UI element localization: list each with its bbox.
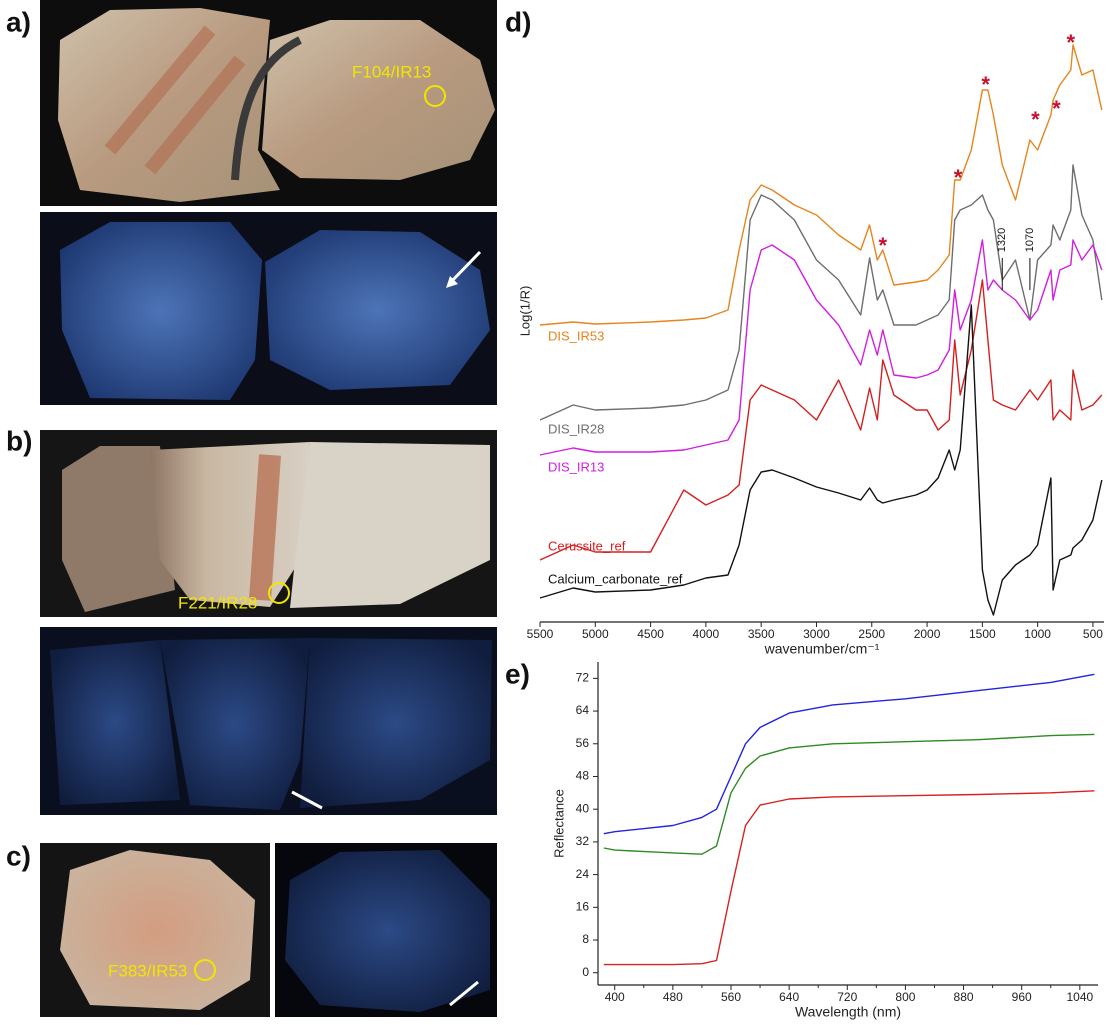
y-tick-label: 0: [582, 965, 589, 979]
legend-label: Cerussite_ref: [548, 538, 626, 553]
annotation: *: [1031, 107, 1040, 132]
x-tick-label: 1000: [1024, 627, 1051, 641]
x-tick-label: 1500: [969, 627, 996, 641]
x-tick-label: 960: [1012, 990, 1032, 1004]
panel-label: a): [6, 6, 31, 37]
legend-label: DIS_IR13: [548, 459, 604, 474]
y-tick-label: 64: [576, 703, 590, 717]
panel-label: d): [505, 6, 531, 37]
y-tick-label: 40: [576, 801, 590, 815]
y-tick-label: 32: [576, 834, 590, 848]
x-tick-label: 560: [721, 990, 741, 1004]
annotation: *: [1052, 96, 1061, 121]
x-axis-label: Wavelength (nm): [795, 1004, 901, 1020]
x-tick-label: 3000: [803, 627, 830, 641]
y-axis-label: Log(1/R): [517, 286, 532, 337]
series-line: [540, 45, 1102, 325]
x-tick-label: 3500: [748, 627, 775, 641]
annotation: 1320: [996, 228, 1008, 252]
x-tick-label: 640: [779, 990, 799, 1004]
x-tick-label: 2500: [858, 627, 885, 641]
panel-label: b): [6, 425, 32, 456]
y-tick-label: 8: [582, 932, 589, 946]
series-line: [540, 305, 1102, 615]
x-tick-label: 5500: [527, 627, 554, 641]
y-tick-label: 72: [576, 671, 590, 685]
y-axis-label: Reflectance: [551, 789, 566, 858]
fragment: [60, 850, 255, 1010]
x-tick-label: 480: [663, 990, 683, 1004]
x-tick-label: 2000: [914, 627, 941, 641]
x-tick-label: 880: [954, 990, 974, 1004]
sample-label: F104/IR13: [352, 62, 431, 81]
fragment: [50, 640, 180, 805]
sample-label: F383/IR53: [108, 961, 187, 980]
y-tick-label: 24: [576, 867, 590, 881]
series-line: [540, 240, 1102, 455]
x-tick-label: 400: [605, 990, 625, 1004]
annotation: *: [954, 165, 963, 190]
paint-stroke: [260, 455, 270, 600]
annotation: *: [1067, 30, 1076, 55]
legend-label: DIS_IR53: [548, 328, 604, 343]
annotation: *: [981, 72, 990, 97]
series-line: [540, 280, 1102, 560]
x-tick-label: 800: [895, 990, 915, 1004]
y-tick-label: 56: [576, 736, 590, 750]
x-tick-label: 4000: [693, 627, 720, 641]
sample-label: F221/IR28: [178, 593, 257, 612]
figure: a) b) c) d) e) F104/IR13 F221/IR28 F383/…: [0, 0, 1108, 1025]
x-tick-label: 4500: [637, 627, 664, 641]
legend-label: Calcium_carbonate_ref: [548, 571, 683, 586]
x-tick-label: 500: [1083, 627, 1103, 641]
x-tick-label: 5000: [582, 627, 609, 641]
fragment: [285, 850, 490, 1012]
series-line: [604, 734, 1095, 854]
series-line: [540, 165, 1102, 420]
annotation: 1070: [1024, 228, 1036, 252]
x-tick-label: 1040: [1066, 990, 1093, 1004]
fragment: [60, 222, 262, 400]
x-axis-label: wavenumber/cm⁻¹: [764, 641, 880, 657]
annotation: *: [879, 233, 888, 258]
panel-label: e): [505, 658, 530, 689]
series-line: [604, 674, 1095, 833]
legend-label: DIS_IR28: [548, 421, 604, 436]
y-tick-label: 48: [576, 769, 590, 783]
panel-label: c): [6, 840, 31, 871]
y-tick-label: 16: [576, 899, 590, 913]
x-tick-label: 720: [837, 990, 857, 1004]
series-line: [604, 791, 1095, 965]
